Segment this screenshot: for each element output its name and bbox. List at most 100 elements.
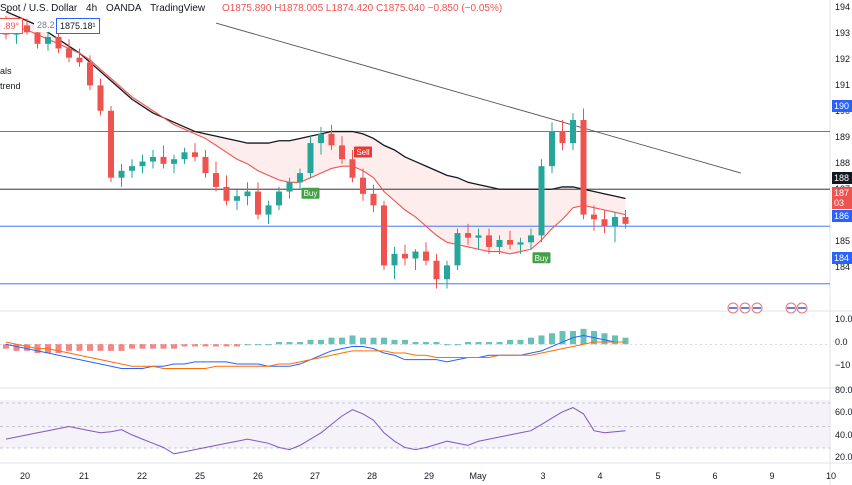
candle-body (444, 265, 450, 280)
price-axis-label: 185 (835, 236, 850, 246)
candle-body (223, 186, 230, 201)
spread-chip: 28.2 (34, 18, 58, 32)
candle-body (192, 152, 198, 157)
candle-body (559, 131, 566, 144)
macd-histogram-bar (87, 344, 93, 351)
price-axis-label: 192 (835, 54, 850, 64)
rsi-axis-label: 80.0 (835, 385, 852, 395)
price-axis-label: 194 (835, 2, 850, 12)
price-axis-tag-label: 184 (834, 253, 849, 263)
candle-body (286, 182, 293, 192)
price-axis-label: 189 (835, 132, 850, 142)
candle-body (433, 260, 440, 280)
candle-body (549, 131, 555, 167)
candle-body (360, 177, 366, 194)
interval-label: 4h (86, 3, 98, 14)
sell-signal-label: Sell (356, 148, 370, 157)
macd-histogram-bar (349, 335, 356, 345)
time-axis-label: 29 (424, 471, 434, 481)
candle-body (255, 191, 261, 215)
candle-body (328, 133, 335, 146)
candle-body (45, 36, 51, 44)
candle-body (87, 62, 93, 86)
candle-body (129, 166, 135, 171)
time-axis-label: 22 (137, 471, 147, 481)
macd-histogram-bar (66, 344, 72, 351)
macd-histogram-bar (139, 344, 146, 349)
macd-histogram-bar (307, 339, 314, 345)
macd-histogram-bar (444, 344, 450, 346)
macd-histogram-bar (496, 342, 503, 345)
macd-histogram-bar (213, 344, 219, 347)
candle-body (475, 235, 482, 238)
macd-histogram-bar (528, 337, 534, 345)
price-axis-tag-label: 187 (834, 188, 849, 198)
rsi-axis-label: 40.0 (835, 430, 852, 440)
candle-body (580, 120, 587, 215)
macd-histogram-bar (402, 339, 408, 345)
time-axis-label: 10 (826, 471, 836, 481)
time-axis-label: 6 (712, 471, 717, 481)
candle-body (34, 32, 41, 44)
macd-histogram-bar (412, 342, 419, 345)
macd-histogram-bar (244, 344, 251, 346)
candle-body (244, 191, 251, 197)
candle-body (276, 191, 282, 206)
ma-red-line (5, 24, 626, 255)
candle-body (181, 152, 188, 160)
macd-histogram-bar (223, 344, 230, 347)
rsi-axis-label: 60.0 (835, 407, 852, 417)
candle-body (601, 219, 608, 227)
ma-cloud (6, 11, 626, 254)
macd-histogram-bar (276, 342, 282, 345)
macd-histogram-bar (454, 344, 461, 346)
candle-body (538, 166, 545, 236)
ma-black-line (5, 10, 626, 200)
macd-histogram-bar (234, 344, 240, 347)
candle-body (528, 235, 534, 243)
candle-body (118, 170, 125, 178)
price-axis-tag (832, 100, 852, 112)
chart-header: Spot / U.S. Dollar 4h OANDA TradingView … (0, 3, 508, 17)
ohlc-readout: O1875.890 H1878.005 L1874.420 C1875.040 … (221, 3, 503, 14)
macd-histogram-bar (328, 337, 335, 345)
buy-price-chip[interactable]: 1875.18¹ (56, 18, 100, 34)
macd-histogram-bar (559, 331, 566, 345)
time-axis-label: May (469, 471, 487, 481)
macd-histogram-bar (171, 344, 177, 349)
macd-histogram-bar (423, 342, 429, 345)
buy-signal-box (301, 187, 320, 199)
macd-histogram-bar (538, 335, 545, 345)
sell-price-chip[interactable]: .89° (0, 18, 24, 34)
candle-body (318, 133, 324, 144)
time-axis-label: 3 (540, 471, 545, 481)
macd-histogram-bar (549, 333, 555, 345)
macd-histogram-bar (433, 342, 440, 345)
macd-histogram-bar (318, 339, 324, 345)
candle-body (570, 120, 576, 144)
time-axis-label: 9 (769, 471, 774, 481)
candle-body (612, 216, 618, 227)
macd-histogram-bar (3, 344, 9, 349)
trendline (215, 22, 742, 174)
candle-body (622, 216, 629, 224)
time-axis-label: 20 (20, 471, 30, 481)
macd-signal-line (5, 341, 626, 369)
rsi-axis-label: 20.0 (835, 452, 852, 462)
buy-signal-box (532, 252, 551, 264)
price-axis-tag-label: 188 (834, 173, 849, 183)
candle-body (412, 251, 419, 259)
candle-body (76, 57, 83, 63)
macd-histogram-bar (297, 342, 303, 345)
candle-body (370, 193, 377, 206)
candle-body (265, 205, 272, 215)
candle-body (234, 196, 240, 201)
price-axis-label: 188 (835, 158, 850, 168)
macd-histogram-bar (612, 335, 618, 345)
indicator-label-signals: als (0, 66, 12, 76)
macd-histogram-bar (339, 337, 345, 345)
macd-histogram-bar (507, 339, 513, 345)
macd-histogram-bar (202, 344, 209, 347)
macd-histogram-bar (13, 344, 20, 351)
